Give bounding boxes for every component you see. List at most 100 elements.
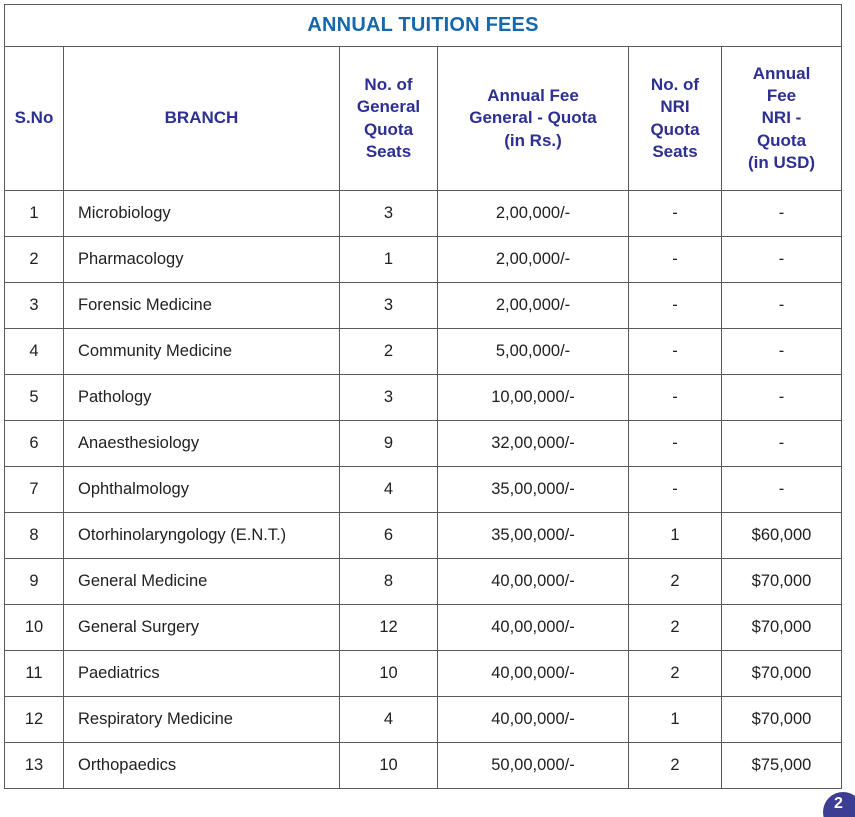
cell-nri-fee: - xyxy=(721,374,842,421)
column-header-nri-seats: No. of NRI Quota Seats xyxy=(628,46,722,191)
cell-branch: General Medicine xyxy=(63,558,340,605)
table-row: 7 Ophthalmology 4 35,00,000/- - - xyxy=(4,466,842,513)
cell-sno: 8 xyxy=(4,512,64,559)
cell-sno: 11 xyxy=(4,650,64,697)
table-row: 4 Community Medicine 2 5,00,000/- - - xyxy=(4,328,842,375)
cell-nri-seats: - xyxy=(628,328,722,375)
cell-branch: Respiratory Medicine xyxy=(63,696,340,743)
cell-nri-fee: $75,000 xyxy=(721,742,842,789)
cell-nri-seats: - xyxy=(628,374,722,421)
cell-sno: 1 xyxy=(4,190,64,237)
cell-sno: 13 xyxy=(4,742,64,789)
cell-sno: 4 xyxy=(4,328,64,375)
cell-nri-seats: - xyxy=(628,466,722,513)
table-row: 13 Orthopaedics 10 50,00,000/- 2 $75,000 xyxy=(4,742,842,789)
cell-branch: Otorhinolaryngology (E.N.T.) xyxy=(63,512,340,559)
cell-nri-fee: $70,000 xyxy=(721,650,842,697)
cell-sno: 6 xyxy=(4,420,64,467)
table-header-row: S.No BRANCH No. of General Quota Seats A… xyxy=(4,46,842,191)
cell-nri-fee: $70,000 xyxy=(721,604,842,651)
cell-nri-seats: 2 xyxy=(628,604,722,651)
cell-nri-fee: $60,000 xyxy=(721,512,842,559)
cell-nri-seats: - xyxy=(628,420,722,467)
cell-gen-fee: 2,00,000/- xyxy=(437,236,629,283)
cell-sno: 9 xyxy=(4,558,64,605)
cell-nri-seats: 2 xyxy=(628,558,722,605)
cell-gen-fee: 40,00,000/- xyxy=(437,696,629,743)
cell-gen-fee: 32,00,000/- xyxy=(437,420,629,467)
cell-branch: Ophthalmology xyxy=(63,466,340,513)
table-row: 9 General Medicine 8 40,00,000/- 2 $70,0… xyxy=(4,558,842,605)
cell-nri-fee: - xyxy=(721,328,842,375)
tuition-fees-table: ANNUAL TUITION FEES S.No BRANCH No. of G… xyxy=(4,4,842,789)
cell-nri-seats: - xyxy=(628,282,722,329)
cell-gen-fee: 10,00,000/- xyxy=(437,374,629,421)
cell-branch: Orthopaedics xyxy=(63,742,340,789)
column-header-gen-fee: Annual Fee General - Quota (in Rs.) xyxy=(437,46,629,191)
cell-nri-fee: $70,000 xyxy=(721,558,842,605)
table-row: 6 Anaesthesiology 9 32,00,000/- - - xyxy=(4,420,842,467)
cell-branch: Pharmacology xyxy=(63,236,340,283)
cell-branch: Pathology xyxy=(63,374,340,421)
table-row: 11 Paediatrics 10 40,00,000/- 2 $70,000 xyxy=(4,650,842,697)
cell-gen-seats: 10 xyxy=(339,650,438,697)
cell-gen-fee: 35,00,000/- xyxy=(437,466,629,513)
cell-sno: 3 xyxy=(4,282,64,329)
cell-gen-fee: 50,00,000/- xyxy=(437,742,629,789)
cell-gen-seats: 4 xyxy=(339,696,438,743)
column-header-branch: BRANCH xyxy=(63,46,340,191)
table-row: 8 Otorhinolaryngology (E.N.T.) 6 35,00,0… xyxy=(4,512,842,559)
cell-nri-seats: 1 xyxy=(628,696,722,743)
cell-sno: 7 xyxy=(4,466,64,513)
cell-gen-fee: 5,00,000/- xyxy=(437,328,629,375)
cell-nri-fee: $70,000 xyxy=(721,696,842,743)
cell-gen-seats: 6 xyxy=(339,512,438,559)
cell-branch: Forensic Medicine xyxy=(63,282,340,329)
table-row: 12 Respiratory Medicine 4 40,00,000/- 1 … xyxy=(4,696,842,743)
cell-nri-fee: - xyxy=(721,282,842,329)
cell-nri-seats: - xyxy=(628,190,722,237)
cell-branch: Paediatrics xyxy=(63,650,340,697)
cell-sno: 2 xyxy=(4,236,64,283)
cell-gen-seats: 4 xyxy=(339,466,438,513)
table-row: 3 Forensic Medicine 3 2,00,000/- - - xyxy=(4,282,842,329)
cell-branch: Microbiology xyxy=(63,190,340,237)
cell-branch: Community Medicine xyxy=(63,328,340,375)
cell-gen-seats: 3 xyxy=(339,374,438,421)
cell-gen-fee: 2,00,000/- xyxy=(437,190,629,237)
cell-gen-fee: 35,00,000/- xyxy=(437,512,629,559)
cell-nri-fee: - xyxy=(721,420,842,467)
cell-gen-seats: 2 xyxy=(339,328,438,375)
column-header-sno: S.No xyxy=(4,46,64,191)
cell-nri-seats: 2 xyxy=(628,650,722,697)
cell-branch: Anaesthesiology xyxy=(63,420,340,467)
table-row: 10 General Surgery 12 40,00,000/- 2 $70,… xyxy=(4,604,842,651)
cell-sno: 10 xyxy=(4,604,64,651)
cell-gen-seats: 3 xyxy=(339,282,438,329)
cell-sno: 12 xyxy=(4,696,64,743)
cell-nri-fee: - xyxy=(721,466,842,513)
table-title: ANNUAL TUITION FEES xyxy=(4,4,842,47)
table-row: 5 Pathology 3 10,00,000/- - - xyxy=(4,374,842,421)
page-number: 2 xyxy=(834,795,843,812)
cell-gen-fee: 40,00,000/- xyxy=(437,558,629,605)
cell-nri-fee: - xyxy=(721,190,842,237)
column-header-nri-fee: Annual Fee NRI - Quota (in USD) xyxy=(721,46,842,191)
column-header-gen-seats: No. of General Quota Seats xyxy=(339,46,438,191)
cell-gen-seats: 9 xyxy=(339,420,438,467)
cell-gen-seats: 3 xyxy=(339,190,438,237)
cell-gen-fee: 40,00,000/- xyxy=(437,650,629,697)
table-row: 1 Microbiology 3 2,00,000/- - - xyxy=(4,190,842,237)
cell-gen-fee: 40,00,000/- xyxy=(437,604,629,651)
cell-gen-seats: 12 xyxy=(339,604,438,651)
cell-nri-seats: - xyxy=(628,236,722,283)
cell-branch: General Surgery xyxy=(63,604,340,651)
cell-gen-seats: 10 xyxy=(339,742,438,789)
cell-nri-seats: 1 xyxy=(628,512,722,559)
table-title-row: ANNUAL TUITION FEES xyxy=(4,4,842,47)
cell-gen-seats: 1 xyxy=(339,236,438,283)
page-number-badge: 2 xyxy=(823,792,855,817)
cell-sno: 5 xyxy=(4,374,64,421)
table-row: 2 Pharmacology 1 2,00,000/- - - xyxy=(4,236,842,283)
